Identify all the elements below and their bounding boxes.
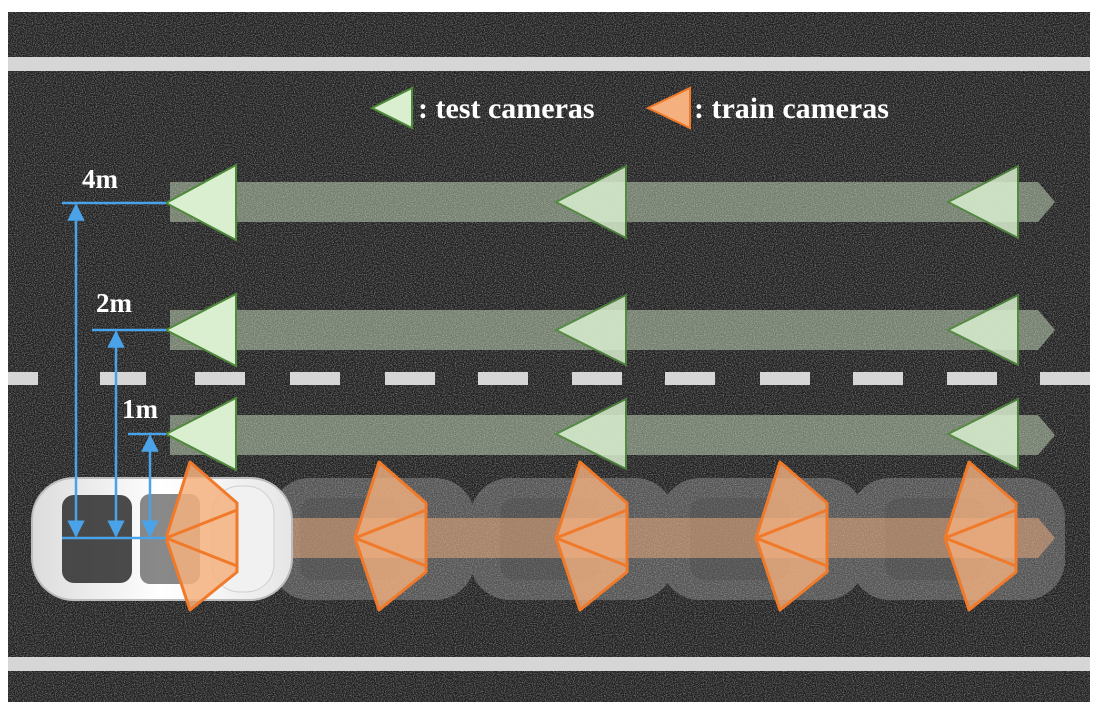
offset-1m-label: 1m [122, 394, 159, 424]
legend-train-label: : train cameras [694, 92, 889, 125]
offset-measurements [62, 201, 166, 540]
test-camera-icon [945, 293, 1019, 367]
test-camera-icon [163, 396, 237, 472]
offset-4m-label: 4m [82, 164, 119, 194]
test-camera-icon [945, 164, 1019, 240]
legend: : test cameras : train cameras [369, 86, 889, 130]
train-camera-icon [943, 460, 1018, 612]
test-camera-icon [553, 164, 627, 240]
train-cameras [164, 460, 1018, 612]
center-dashed-line [8, 372, 1090, 385]
test-camera-icon [945, 397, 1019, 471]
top-lane-line [8, 57, 1090, 71]
offset-2m-label: 2m [96, 288, 133, 318]
test-camera-icon [553, 293, 627, 367]
test-camera-icon [163, 163, 237, 242]
train-camera-legend-icon [645, 86, 691, 130]
legend-test-label: : test cameras [418, 92, 595, 125]
train-camera-icon [554, 460, 629, 612]
test-camera-legend-icon [369, 86, 413, 130]
bottom-lane-line [8, 657, 1090, 671]
train-camera-icon [353, 460, 428, 612]
test-camera-icon [553, 397, 627, 471]
test-cameras [163, 163, 1019, 472]
test-camera-icon [163, 292, 237, 368]
train-camera-icon [754, 460, 829, 612]
train-camera-icon [164, 460, 239, 612]
